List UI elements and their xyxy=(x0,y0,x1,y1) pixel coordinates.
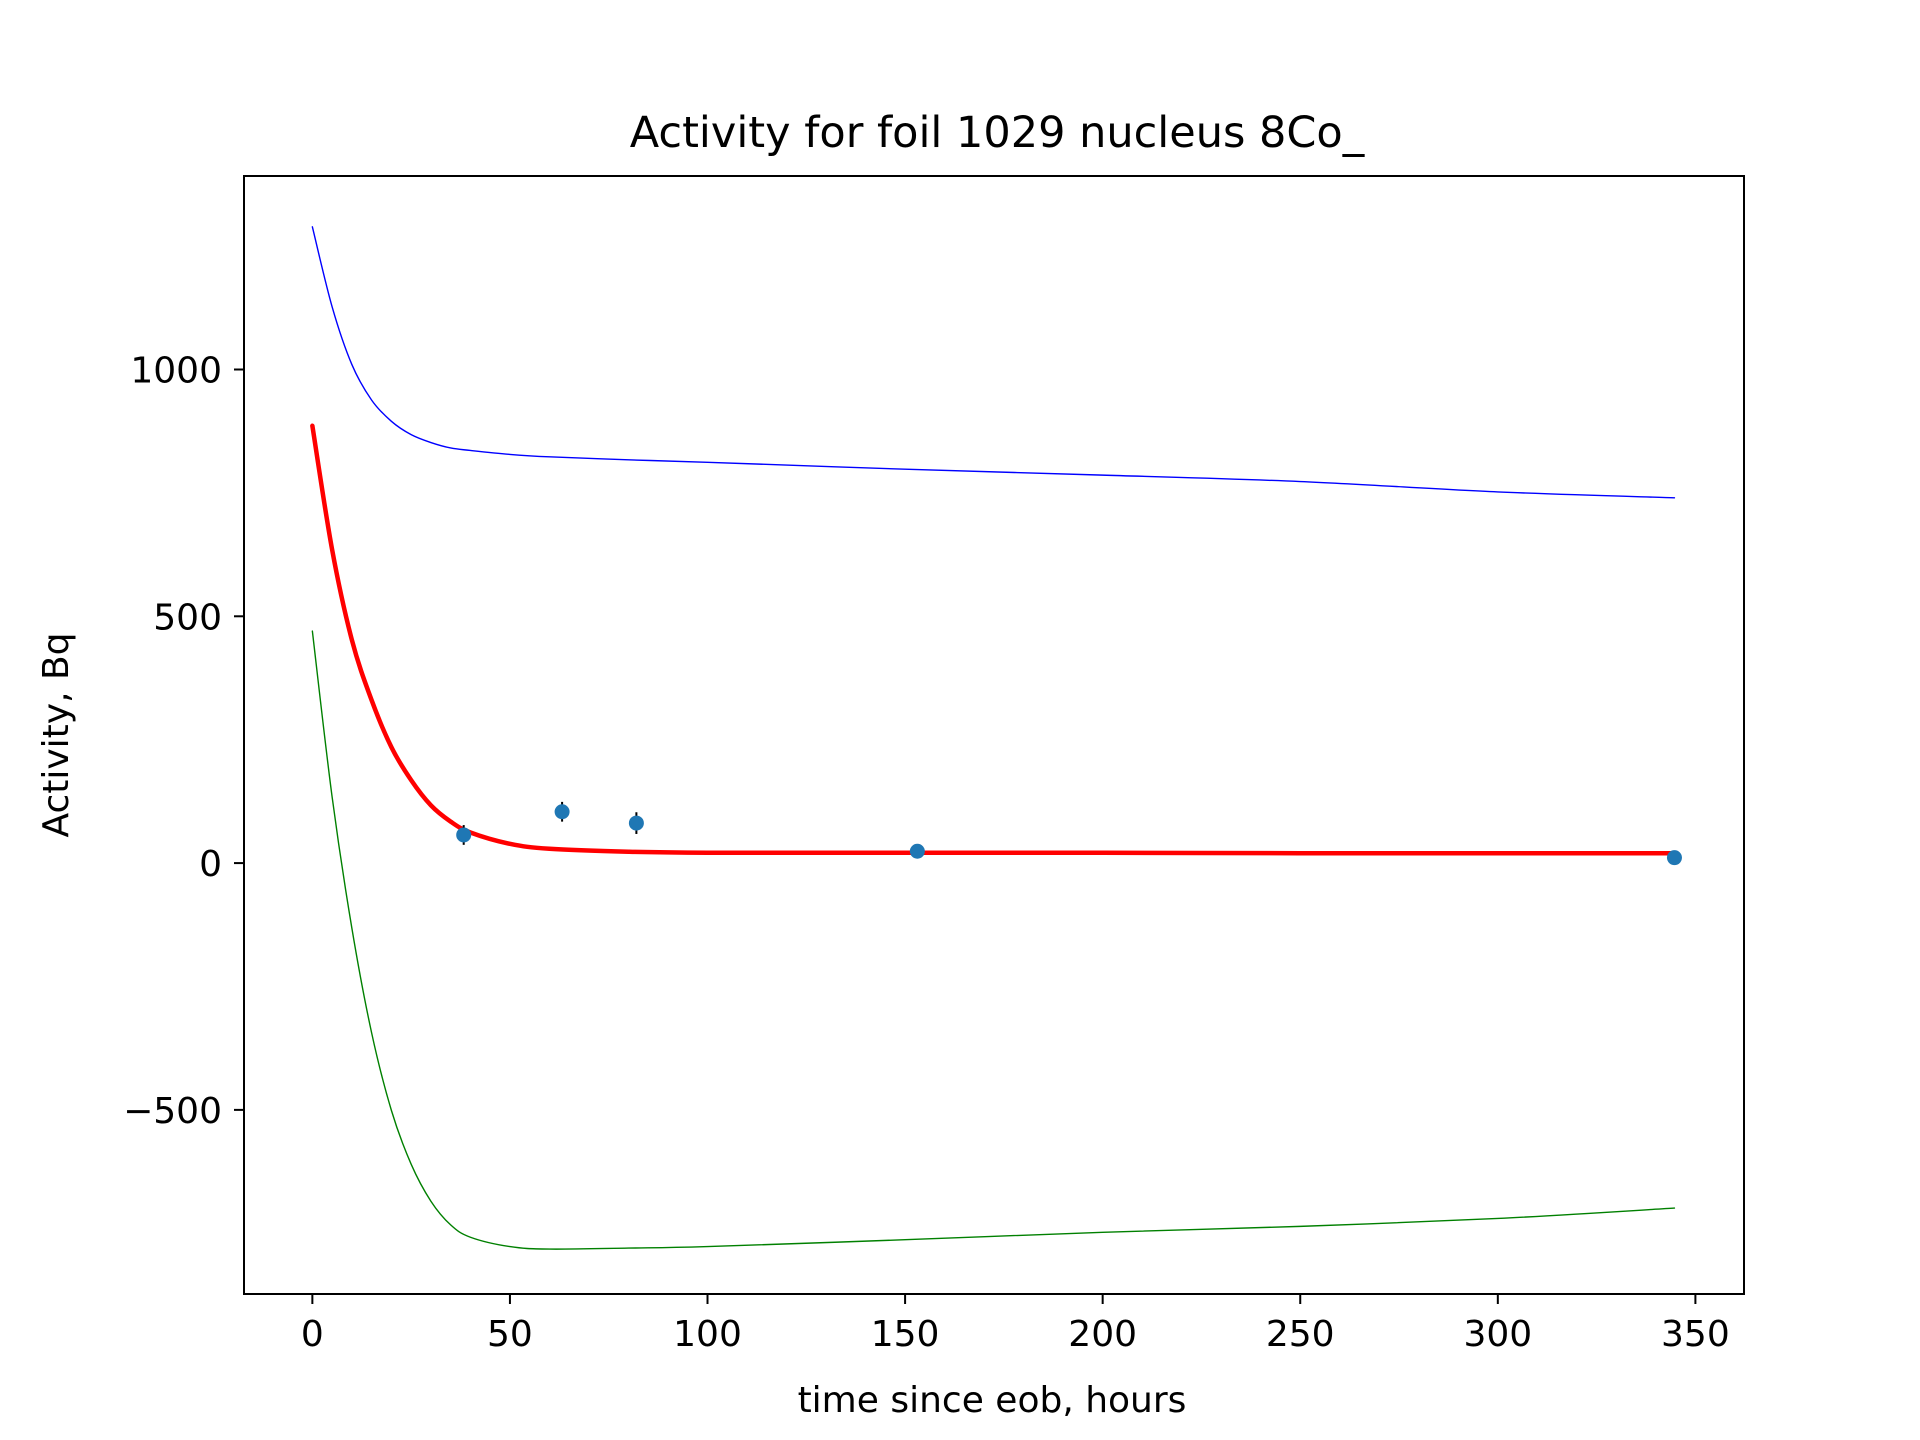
x-tick-label: 200 xyxy=(1068,1314,1137,1355)
y-axis-label: Activity, Bq xyxy=(36,632,77,837)
y-tick-label: 500 xyxy=(153,597,222,638)
blue-curve xyxy=(311,226,1676,499)
y-axis: −500 0 500 1000 xyxy=(123,350,244,1132)
points-layer xyxy=(456,801,1682,866)
chart-title: Activity for foil 1029 nucleus 8Co_ xyxy=(630,108,1365,158)
x-tick-label: 50 xyxy=(487,1314,533,1355)
x-axis-label: time since eob, hours xyxy=(798,1380,1187,1421)
x-axis: 0 50 100 150 200 250 300 350 xyxy=(301,1294,1730,1355)
data-point xyxy=(1666,850,1682,866)
data-point xyxy=(628,815,644,831)
x-tick-label: 100 xyxy=(673,1314,742,1355)
x-tick-label: 300 xyxy=(1463,1314,1532,1355)
data-point xyxy=(909,843,925,859)
y-tick-label: 0 xyxy=(199,844,222,885)
data-point xyxy=(554,804,570,820)
x-tick-label: 350 xyxy=(1661,1314,1730,1355)
y-tick-label: 1000 xyxy=(130,350,222,391)
green-curve xyxy=(311,630,1676,1250)
x-tick-label: 250 xyxy=(1266,1314,1335,1355)
y-tick-label: −500 xyxy=(123,1091,222,1132)
data-point xyxy=(456,827,472,843)
plot-frame xyxy=(243,175,1745,1295)
red-curve xyxy=(310,423,1677,856)
x-tick-label: 150 xyxy=(871,1314,940,1355)
curves-layer xyxy=(310,226,1677,1250)
x-tick-label: 0 xyxy=(301,1314,324,1355)
